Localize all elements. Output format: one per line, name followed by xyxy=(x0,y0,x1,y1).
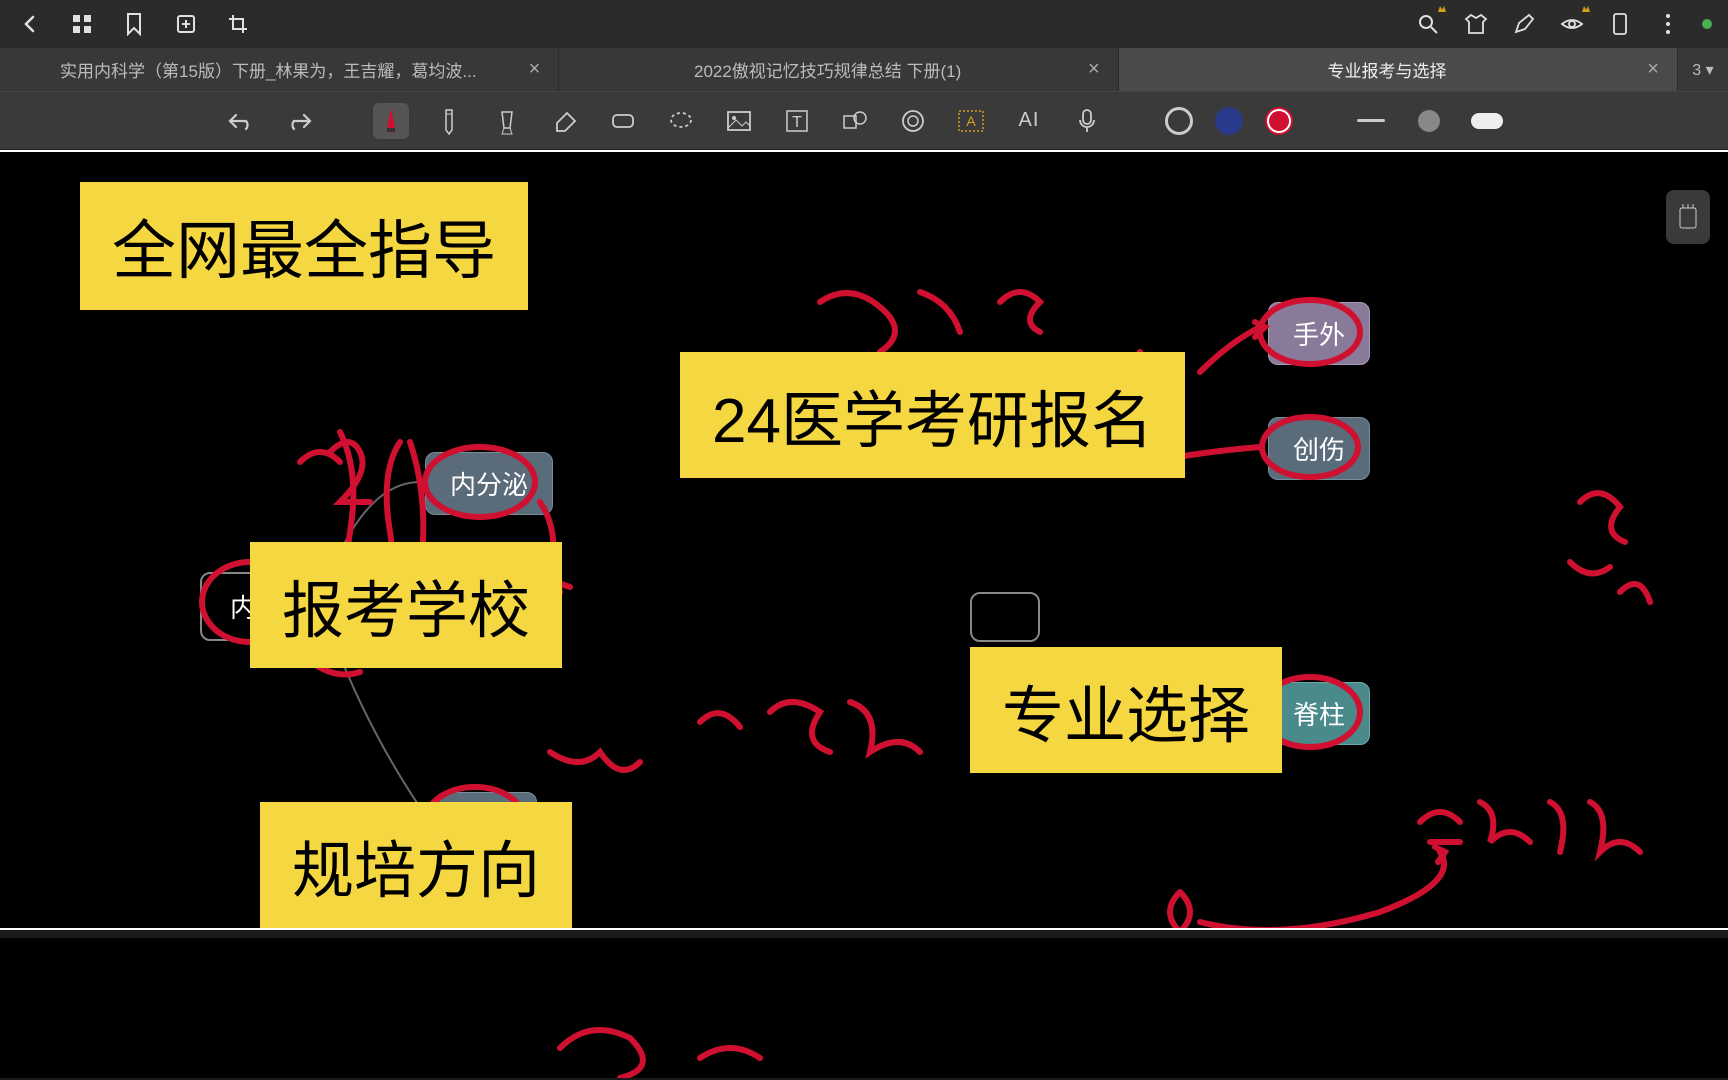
bookmark-icon[interactable] xyxy=(120,10,148,38)
text-icon[interactable]: T xyxy=(779,103,815,139)
ai-icon[interactable]: AI xyxy=(1011,103,1047,139)
stroke-thin-icon[interactable] xyxy=(1353,103,1389,139)
color-blue[interactable] xyxy=(1215,107,1243,135)
label-major: 专业选择 xyxy=(970,647,1282,773)
top-bar-right xyxy=(1414,10,1712,38)
node-endocrine[interactable]: 内分泌 xyxy=(425,452,553,515)
more-icon[interactable] xyxy=(1654,10,1682,38)
back-icon[interactable] xyxy=(16,10,44,38)
label-school: 报考学校 xyxy=(250,542,562,668)
label-guide: 全网最全指导 xyxy=(80,182,528,310)
eraser-icon[interactable] xyxy=(605,103,641,139)
top-bar-left xyxy=(16,10,252,38)
color-red[interactable] xyxy=(1265,107,1293,135)
text-box-icon[interactable]: A xyxy=(953,103,989,139)
eye-icon[interactable] xyxy=(1558,10,1586,38)
top-bar xyxy=(0,0,1728,48)
status-dot-icon xyxy=(1702,19,1712,29)
tabs-overflow[interactable]: 3 ▾ xyxy=(1678,48,1728,91)
close-icon[interactable]: × xyxy=(529,58,541,81)
pen-icon[interactable] xyxy=(373,103,409,139)
grid-icon[interactable] xyxy=(68,10,96,38)
shape-icon[interactable] xyxy=(837,103,873,139)
label-training: 规培方向 xyxy=(260,802,572,928)
search-icon[interactable] xyxy=(1414,10,1442,38)
add-page-icon[interactable] xyxy=(172,10,200,38)
toolbar: T A AI xyxy=(0,92,1728,150)
stroke-med-icon[interactable] xyxy=(1411,103,1447,139)
svg-text:T: T xyxy=(792,114,802,131)
close-icon[interactable]: × xyxy=(1647,58,1659,81)
undo-icon[interactable] xyxy=(223,103,259,139)
pen-case-icon[interactable] xyxy=(1666,190,1710,244)
close-icon[interactable]: × xyxy=(1088,58,1100,81)
tab-0[interactable]: 实用内科学（第15版）下册_林果为，王吉耀，葛均波... × xyxy=(0,48,559,91)
tab-title: 专业报考与选择 xyxy=(1137,57,1638,82)
bottom-page-preview[interactable] xyxy=(0,930,1728,1078)
lasso-icon[interactable] xyxy=(663,103,699,139)
node-empty[interactable] xyxy=(970,592,1040,642)
crop-icon[interactable] xyxy=(224,10,252,38)
image-icon[interactable] xyxy=(721,103,757,139)
tab-title: 实用内科学（第15版）下册_林果为，王吉耀，葛均波... xyxy=(18,57,519,82)
canvas[interactable]: 内科 内分泌 肾内 老年 手外 创伤 脊柱 xyxy=(0,150,1728,930)
node-trauma[interactable]: 创伤 xyxy=(1268,417,1370,480)
highlighter-icon[interactable] xyxy=(489,103,525,139)
mic-icon[interactable] xyxy=(1069,103,1105,139)
tabs-bar: 实用内科学（第15版）下册_林果为，王吉耀，葛均波... × 2022傲视记忆技… xyxy=(0,48,1728,92)
phone-icon[interactable] xyxy=(1606,10,1634,38)
svg-text:A: A xyxy=(966,113,976,129)
eraser-soft-icon[interactable] xyxy=(547,103,583,139)
shirt-icon[interactable] xyxy=(1462,10,1490,38)
ruler-icon[interactable] xyxy=(895,103,931,139)
stroke-thick-icon[interactable] xyxy=(1469,103,1505,139)
tab-1[interactable]: 2022傲视记忆技巧规律总结 下册(1) × xyxy=(559,48,1118,91)
color-white[interactable] xyxy=(1165,107,1193,135)
tab-2[interactable]: 专业报考与选择 × xyxy=(1119,48,1678,91)
pen-tool-icon[interactable] xyxy=(1510,10,1538,38)
tab-title: 2022傲视记忆技巧规律总结 下册(1) xyxy=(577,57,1078,82)
node-hand-surgery[interactable]: 手外 xyxy=(1268,302,1370,365)
bottom-annotations xyxy=(0,938,1728,1078)
node-spine[interactable]: 脊柱 xyxy=(1268,682,1370,745)
pencil-icon[interactable] xyxy=(431,103,467,139)
label-2024: 24医学考研报名 xyxy=(680,352,1185,478)
redo-icon[interactable] xyxy=(281,103,317,139)
